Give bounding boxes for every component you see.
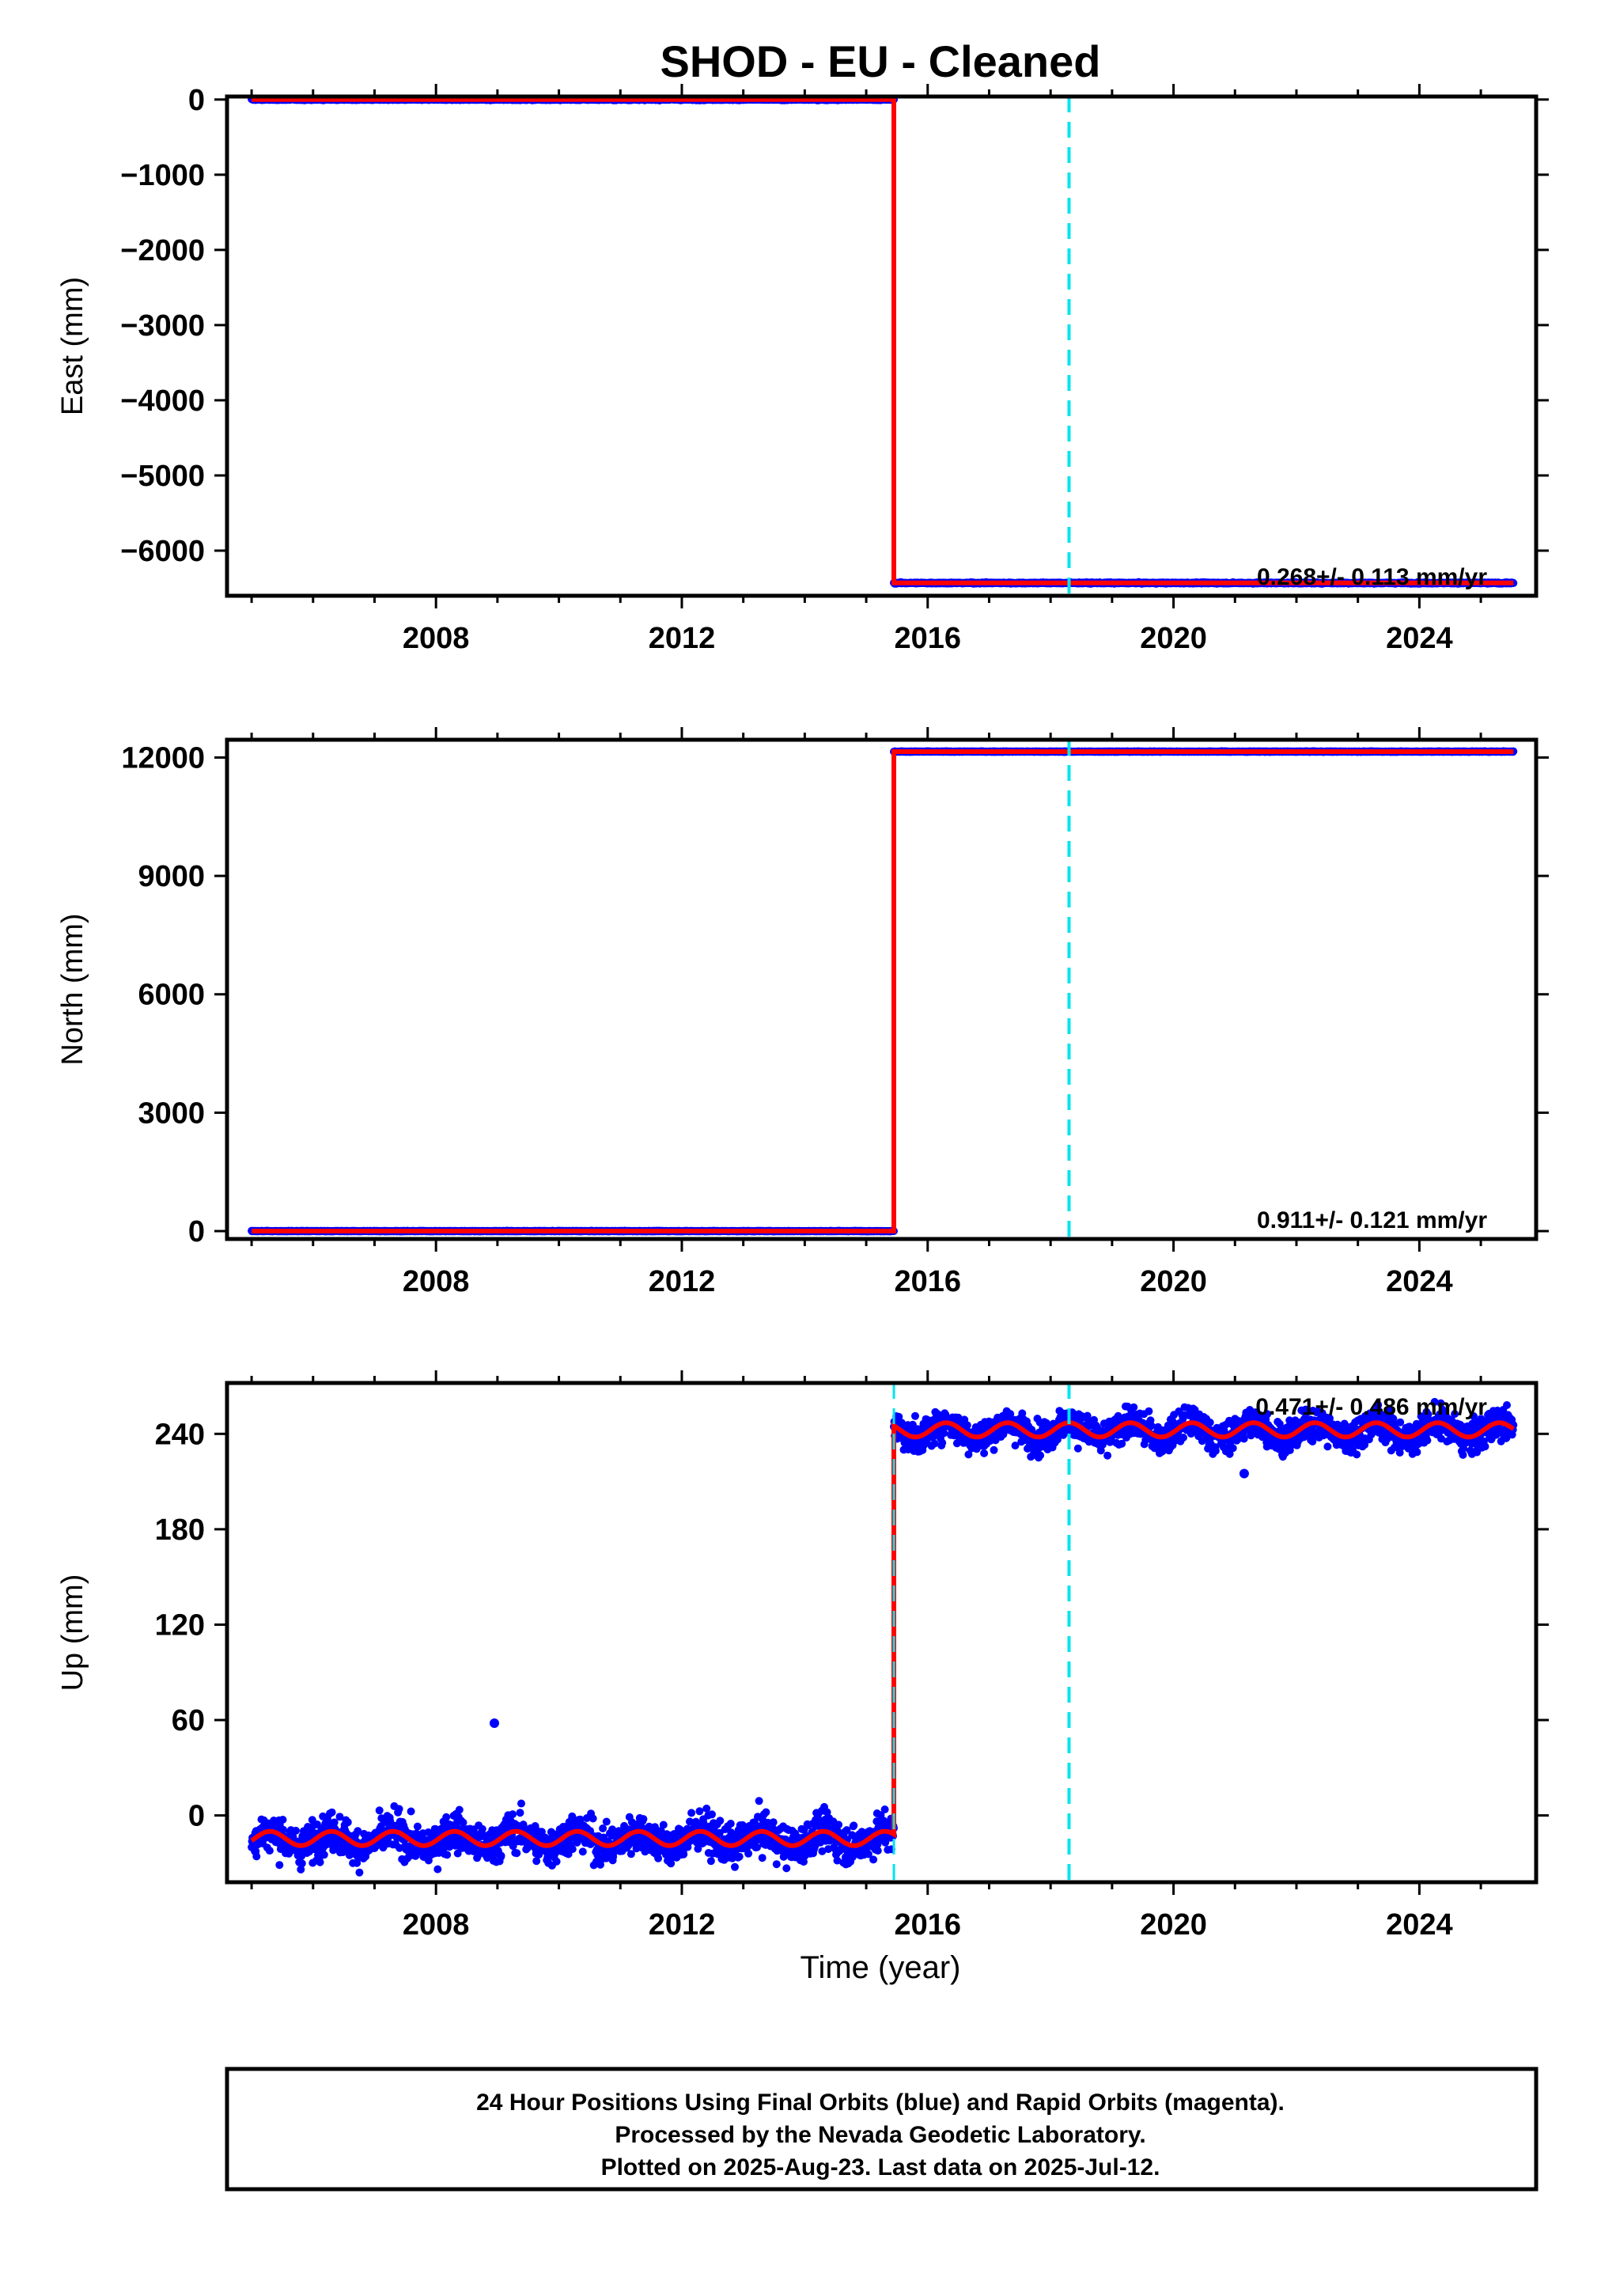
east-ticks: 2008 2012 2016 2020 2024 0 −1000 −2000 −3000 −400…: [120, 84, 1549, 655]
x-tick-label: 2024: [1386, 622, 1453, 655]
y-tick-label: 6000: [138, 979, 205, 1012]
y-tick-label: −6000: [120, 535, 205, 568]
east-y-axis-label: East (mm): [56, 277, 89, 415]
x-tick-label: 2012: [649, 622, 716, 655]
x-tick-label: 2012: [649, 1265, 716, 1298]
y-tick-label: −2000: [120, 234, 205, 267]
x-tick-label: 2008: [403, 1265, 470, 1298]
north-data-points: [248, 747, 1518, 1236]
y-tick-label: 0: [188, 1215, 205, 1248]
y-tick-label: 0: [188, 84, 205, 117]
y-tick-label: −1000: [120, 159, 205, 192]
east-model-line: [252, 97, 1514, 585]
y-tick-label: −4000: [120, 385, 205, 418]
x-tick-label: 2016: [895, 1265, 962, 1298]
y-tick-label: 9000: [138, 860, 205, 893]
y-tick-label: 3000: [138, 1097, 205, 1130]
x-tick-label: 2020: [1140, 1265, 1207, 1298]
x-tick-label: 2020: [1140, 622, 1207, 655]
chart-title: SHOD - EU - Cleaned: [660, 36, 1101, 86]
x-tick-label: 2008: [403, 622, 470, 655]
y-tick-label: 12000: [121, 741, 205, 775]
east-panel: 2008 2012 2016 2020 2024 0 −1000 −2000 −3000 −400…: [56, 84, 1549, 655]
east-plot-frame: [225, 94, 1539, 598]
x-tick-label: 2024: [1386, 1265, 1453, 1298]
y-tick-label: −3000: [120, 309, 205, 343]
y-tick-label: −5000: [120, 460, 205, 493]
east-data-points: [248, 94, 1518, 588]
east-rate-label: 0.268+/- 0.113 mm/yr: [1257, 564, 1487, 590]
model-step-line: [252, 97, 1514, 585]
x-tick-label: 2016: [895, 622, 962, 655]
